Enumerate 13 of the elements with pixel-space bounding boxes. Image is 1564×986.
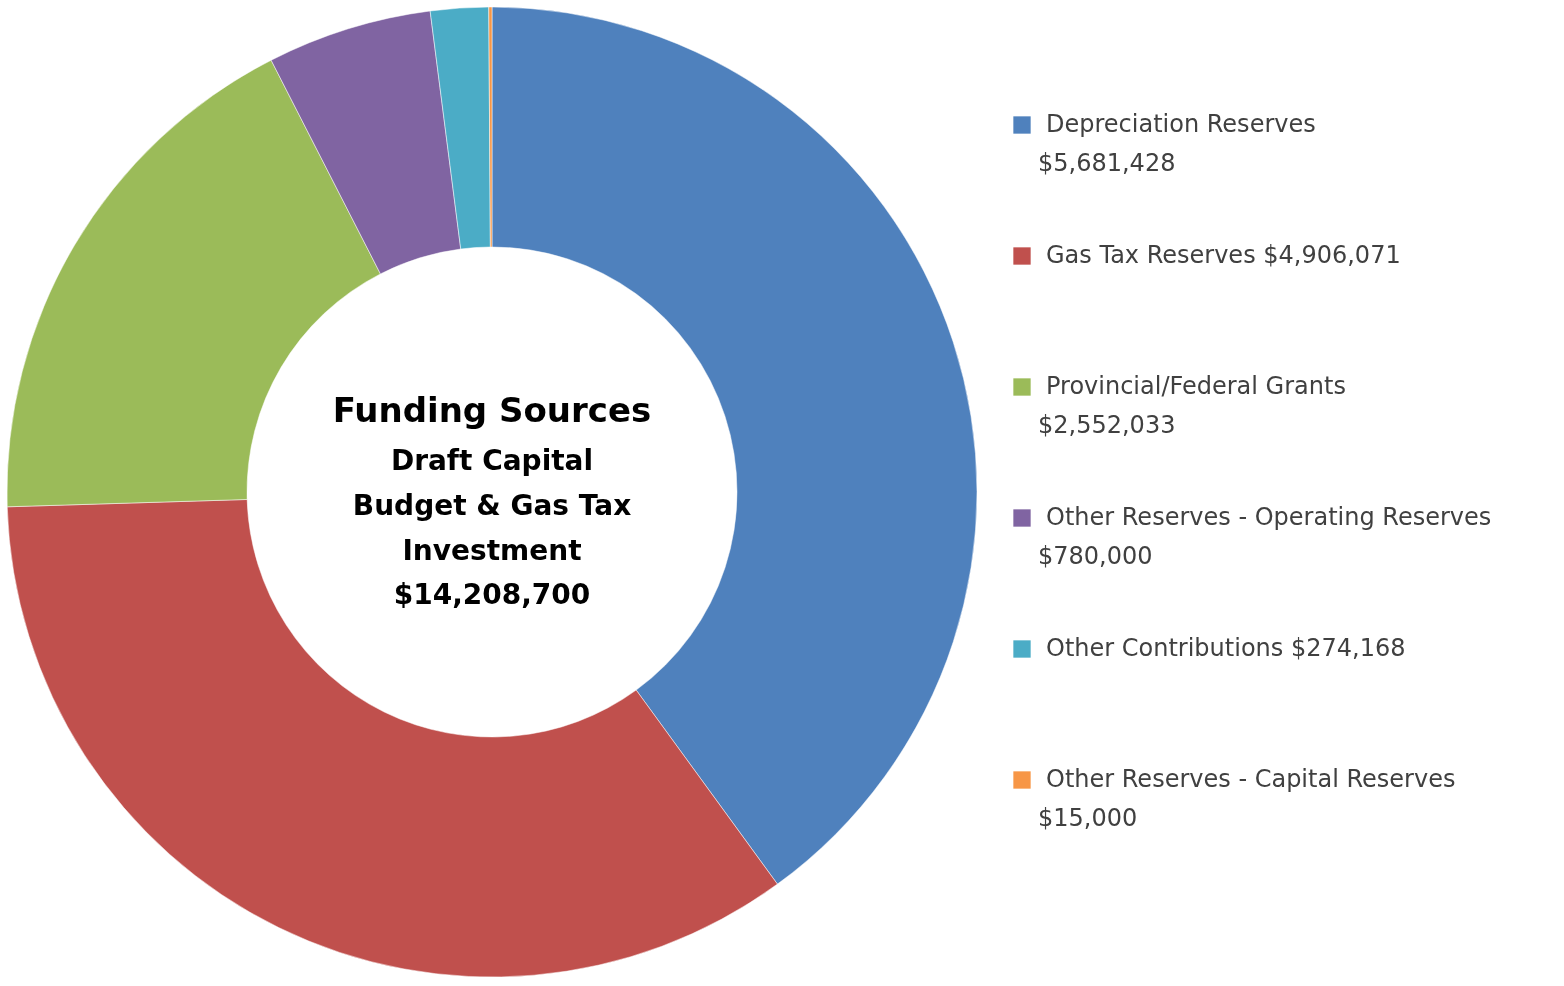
- data-label: $780,000: [1038, 542, 1153, 570]
- legend-label: Gas Tax Reserves $4,906,071: [1046, 241, 1401, 269]
- legend-label: Other Reserves - Capital Reserves: [1046, 765, 1456, 793]
- data-label: $15,000: [1038, 804, 1138, 832]
- legend-label: Other Contributions $274,168: [1046, 634, 1406, 662]
- text: Funding Sources: [332, 390, 652, 431]
- data-label: $5,681,428: [1038, 149, 1176, 177]
- data-label: $2,552,033: [1038, 411, 1176, 439]
- legend-label: Provincial/Federal Grants: [1046, 372, 1346, 400]
- legend-label: Depreciation Reserves: [1046, 110, 1316, 138]
- legend-label: Other Reserves - Operating Reserves: [1046, 503, 1492, 531]
- text: $14,208,700: [393, 578, 591, 612]
- text: Draft Capital Budget & Gas Tax Investment: [352, 444, 632, 567]
